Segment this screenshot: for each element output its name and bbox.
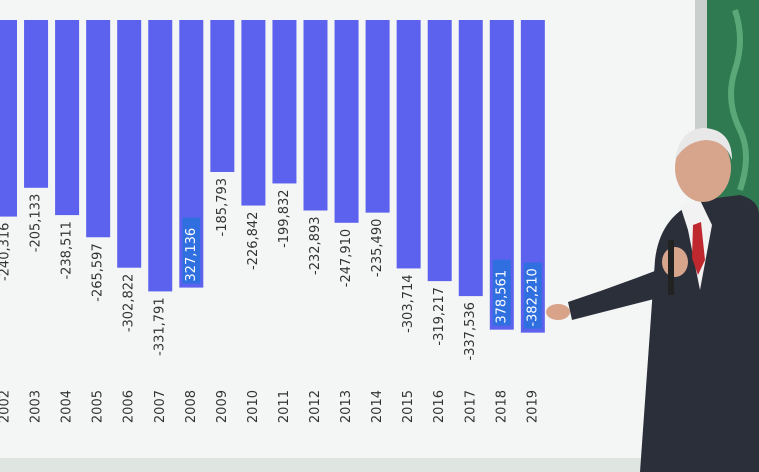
x-tick-label: 2005 xyxy=(91,390,106,423)
x-tick-label: 2013 xyxy=(339,390,354,423)
value-label: -319,217 xyxy=(432,287,447,345)
value-label: -238,511 xyxy=(60,221,75,279)
x-tick-label: 2019 xyxy=(525,390,540,423)
value-label: -265,597 xyxy=(91,243,106,301)
bar xyxy=(396,20,421,269)
chart: -240,316 2002 -205,133 2003 -238,511 2004 -265… xyxy=(0,20,545,423)
bar xyxy=(334,20,359,223)
bar xyxy=(24,20,49,188)
value-label: -226,842 xyxy=(246,212,261,270)
head xyxy=(675,134,731,202)
bar xyxy=(86,20,111,238)
value-label: -205,133 xyxy=(29,194,44,252)
value-label: -303,714 xyxy=(401,274,416,332)
bar xyxy=(55,20,80,216)
value-label: -185,793 xyxy=(215,178,230,236)
bar xyxy=(458,20,483,297)
x-tick-label: 2004 xyxy=(60,390,75,423)
bar xyxy=(303,20,328,211)
bar xyxy=(148,20,173,292)
x-tick-label: 2017 xyxy=(463,390,478,423)
value-label: -247,910 xyxy=(339,229,354,287)
label-highlight xyxy=(182,217,201,284)
value-label: 327,136 xyxy=(184,228,199,282)
left-hand xyxy=(662,247,688,277)
bar xyxy=(0,20,17,217)
x-tick-label: 2011 xyxy=(277,390,292,423)
value-label: -199,832 xyxy=(277,189,292,247)
hand xyxy=(546,304,570,320)
screen-bottom xyxy=(0,458,695,472)
hair xyxy=(675,128,732,160)
label-highlight xyxy=(523,262,542,329)
x-tick-label: 2015 xyxy=(401,390,416,423)
arm xyxy=(568,265,690,320)
x-tick-label: 2007 xyxy=(153,390,168,423)
microphone xyxy=(668,240,674,295)
x-tick-label: 2010 xyxy=(246,390,261,423)
x-tick-label: 2006 xyxy=(122,390,137,423)
panel-ornament xyxy=(728,9,749,191)
x-tick-label: 2009 xyxy=(215,390,230,423)
value-label: -235,490 xyxy=(370,219,385,277)
value-label: -331,791 xyxy=(153,297,168,355)
value-label: -337,536 xyxy=(463,302,478,360)
value-label: -302,822 xyxy=(122,274,137,332)
bar xyxy=(427,20,452,282)
x-tick-label: 2008 xyxy=(184,390,199,423)
bar xyxy=(210,20,235,172)
presenter xyxy=(546,128,759,472)
bar xyxy=(117,20,142,268)
x-tick-label: 2003 xyxy=(29,390,44,423)
value-label: -382,210 xyxy=(525,268,540,326)
label-highlight xyxy=(492,259,511,326)
bar xyxy=(241,20,266,206)
x-tick-label: 2014 xyxy=(370,390,385,423)
x-tick-label: 2018 xyxy=(494,390,509,423)
value-label: -232,893 xyxy=(308,217,323,275)
x-tick-label: 2012 xyxy=(308,390,323,423)
bar xyxy=(272,20,297,184)
tie xyxy=(692,222,705,275)
x-tick-label: 2016 xyxy=(432,390,447,423)
x-tick-label: 2002 xyxy=(0,390,13,423)
value-label: -240,316 xyxy=(0,223,13,281)
bar xyxy=(365,20,390,213)
value-label: 378,561 xyxy=(494,270,509,324)
